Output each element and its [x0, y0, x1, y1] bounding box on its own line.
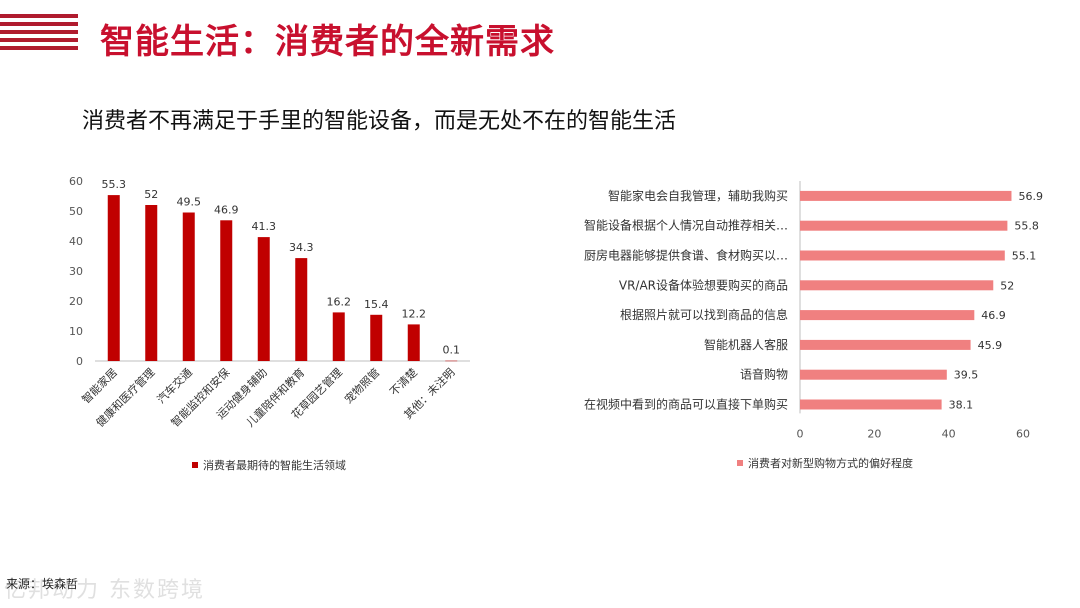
legend-swatch	[192, 462, 198, 468]
bar	[145, 205, 158, 361]
data-label: 49.5	[177, 196, 202, 209]
x-tick-label: 60	[1016, 427, 1030, 440]
data-label: 45.9	[978, 339, 1003, 352]
data-label: 0.1	[443, 344, 461, 357]
bar	[800, 250, 1005, 261]
bar	[295, 258, 308, 361]
data-label: 55.3	[102, 178, 127, 191]
legend-swatch	[737, 460, 743, 466]
page-subtitle: 消费者不再满足于手里的智能设备，而是无处不在的智能生活	[82, 109, 677, 134]
bar	[182, 212, 195, 361]
header-stripes-logo	[0, 14, 78, 54]
bar	[800, 220, 1008, 231]
x-tick-label: 不清楚	[387, 365, 420, 398]
y-tick-label: 40	[69, 235, 83, 248]
legend-label: 消费者对新型购物方式的偏好程度	[748, 456, 913, 470]
y-tick-label: 智能家电会自我管理，辅助我购买	[608, 188, 788, 203]
x-tick-label: 40	[942, 427, 956, 440]
y-tick-label: 10	[69, 325, 83, 338]
bar	[800, 190, 1012, 201]
bar	[800, 310, 975, 321]
y-tick-label: 语音购物	[740, 367, 788, 382]
data-label: 55.1	[1012, 250, 1037, 263]
y-tick-label: 30	[69, 265, 83, 278]
x-tick-label: 20	[867, 427, 881, 440]
legend-label: 消费者最期待的智能生活领域	[203, 458, 346, 472]
data-label: 15.4	[364, 298, 389, 311]
data-label: 38.1	[949, 399, 974, 412]
data-label: 55.8	[1014, 220, 1039, 233]
bar	[800, 369, 947, 380]
y-tick-label: 厨房电器能够提供食谱、食材购买以…	[584, 248, 788, 263]
y-tick-label: 在视频中看到的商品可以直接下单购买	[584, 397, 788, 412]
data-label: 52	[1000, 279, 1014, 292]
bar	[257, 237, 270, 361]
source-note: 来源：埃森哲	[6, 577, 79, 591]
bar	[445, 360, 458, 362]
x-tick-label: 宠物照管	[341, 365, 382, 406]
data-label: 39.5	[954, 369, 979, 382]
bar	[370, 314, 383, 361]
data-label: 46.9	[981, 309, 1006, 322]
watermark: 亿邦动力 东数跨境	[4, 578, 205, 603]
data-label: 12.2	[402, 307, 427, 320]
y-tick-label: 智能机器人客服	[704, 337, 788, 352]
data-label: 56.9	[1018, 190, 1042, 203]
y-tick-label: 0	[76, 355, 83, 368]
y-tick-label: 20	[69, 295, 83, 308]
bar	[800, 339, 971, 350]
y-tick-label: 智能设备根据个人情况自动推荐相关…	[584, 218, 788, 233]
data-label: 16.2	[327, 295, 352, 308]
x-tick-label: 0	[797, 427, 804, 440]
data-label: 52	[144, 188, 158, 201]
bar	[220, 220, 233, 361]
data-label: 46.9	[214, 203, 239, 216]
y-tick-label: VR/AR设备体验想要购买的商品	[619, 277, 788, 292]
bar	[407, 324, 420, 361]
bar	[800, 399, 942, 410]
page-title: 智能生活：消费者的全新需求	[100, 22, 555, 62]
y-tick-label: 60	[69, 175, 83, 188]
y-tick-label: 根据照片就可以找到商品的信息	[620, 307, 788, 322]
y-tick-label: 50	[69, 205, 83, 218]
data-label: 41.3	[252, 220, 277, 233]
bar	[107, 195, 120, 361]
data-label: 34.3	[289, 241, 314, 254]
bar	[800, 280, 994, 291]
bar	[332, 312, 345, 361]
